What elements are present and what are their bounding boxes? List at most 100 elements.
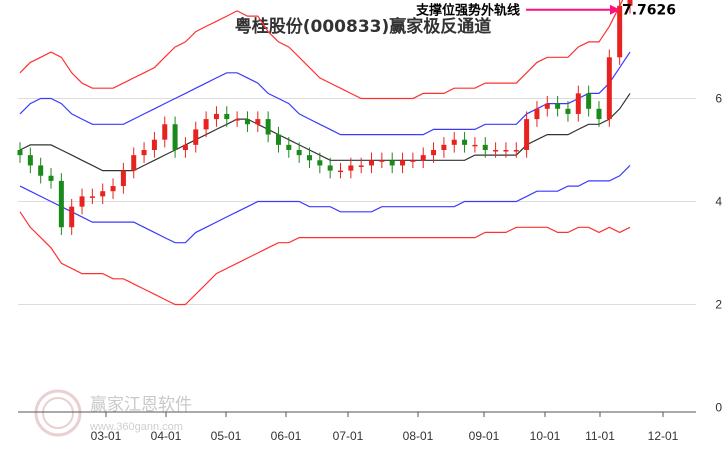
candle-body [338, 171, 343, 173]
annotation-value: 7.7626 [622, 3, 676, 19]
candle [534, 101, 539, 127]
candle [441, 137, 446, 158]
x-tick-label: 12-01 [648, 429, 679, 443]
chart-title: 粤桂股份(000833)赢家极反通道 [235, 16, 492, 37]
candle-body [534, 109, 539, 119]
candle [524, 111, 529, 157]
x-tick-label: 10-01 [530, 429, 561, 443]
candle-body [493, 150, 498, 152]
candle-body [297, 150, 302, 155]
grid-lines [18, 0, 696, 305]
y-tick-label: 4 [715, 195, 722, 209]
y-tick-label: 6 [715, 92, 722, 106]
candle-body [586, 93, 591, 108]
candle [545, 96, 550, 117]
candle [576, 86, 581, 122]
watermark-logo-icon [36, 391, 80, 435]
candle-body [28, 155, 33, 165]
candle-body [266, 119, 271, 134]
candle-body [607, 57, 612, 119]
candle-body [49, 176, 54, 181]
candle-body [214, 114, 219, 119]
candle [452, 132, 457, 153]
candle-body [152, 140, 157, 150]
candle-body [111, 186, 116, 191]
candle-body [472, 145, 477, 147]
candle [255, 111, 260, 132]
candle [121, 163, 126, 194]
candle-body [18, 150, 23, 155]
candle-body [121, 171, 126, 186]
candle-body [142, 150, 147, 155]
candle [586, 86, 591, 117]
candle-body [545, 104, 550, 109]
x-tick-label: 11-01 [585, 429, 615, 443]
candle-body [235, 119, 240, 121]
candle-body [162, 124, 167, 139]
candle-body [565, 109, 570, 114]
series-mid_upper-line [20, 52, 630, 135]
candle-body [452, 140, 457, 145]
x-tick-label: 08-01 [403, 429, 434, 443]
candle [338, 163, 343, 178]
y-tick-label: 2 [715, 298, 722, 312]
candle-body [576, 93, 581, 114]
y-axis-ticks: 024681012 [709, 0, 723, 415]
candle-body [131, 155, 136, 170]
candle [18, 142, 23, 163]
candle-body [524, 119, 529, 150]
candle [38, 158, 43, 184]
y-tick-label: 8 [715, 0, 722, 3]
candle-body [204, 119, 209, 129]
candle-body [276, 135, 281, 145]
candle [266, 111, 271, 142]
y-tick-label: 0 [715, 401, 722, 415]
candle [400, 153, 405, 174]
candle [173, 117, 178, 158]
candle-body [441, 145, 446, 150]
candle-body [90, 196, 95, 198]
candle [100, 183, 105, 204]
candle [555, 96, 560, 117]
candle [111, 178, 116, 199]
candle-body [400, 160, 405, 165]
x-tick-label: 09-01 [469, 429, 500, 443]
candle [131, 147, 136, 178]
candle [49, 168, 54, 189]
series-upper-line [20, 0, 630, 99]
candle [193, 122, 198, 153]
candle [421, 147, 426, 168]
candle-body [80, 196, 85, 206]
annotation-label: 支撑位强势外轨线 [415, 3, 520, 19]
candle [369, 153, 374, 174]
x-tick-label: 05-01 [211, 429, 242, 443]
candle [69, 199, 74, 235]
candle-body [183, 145, 188, 150]
channel-lines [20, 0, 630, 304]
candle [28, 147, 33, 173]
candle [245, 111, 250, 132]
candle-body [348, 165, 353, 170]
candle-body [514, 150, 519, 152]
candle [59, 173, 64, 235]
candle-body [462, 140, 467, 145]
candle [162, 117, 167, 148]
candle-body [431, 150, 436, 155]
candle [235, 111, 240, 126]
candle-body [503, 150, 508, 152]
candle-body [245, 119, 250, 124]
candle-body [69, 207, 74, 228]
candle-body [359, 165, 364, 167]
candle-body [38, 165, 43, 175]
candle [472, 137, 477, 152]
candle-body [421, 155, 426, 160]
candle [462, 132, 467, 153]
series-mid_lower-line [20, 165, 630, 242]
candle-body [596, 109, 601, 119]
candle [214, 106, 219, 127]
candle-body [193, 129, 198, 144]
candle-body [255, 119, 260, 124]
candle-body [483, 145, 488, 150]
candle-body [173, 124, 178, 150]
